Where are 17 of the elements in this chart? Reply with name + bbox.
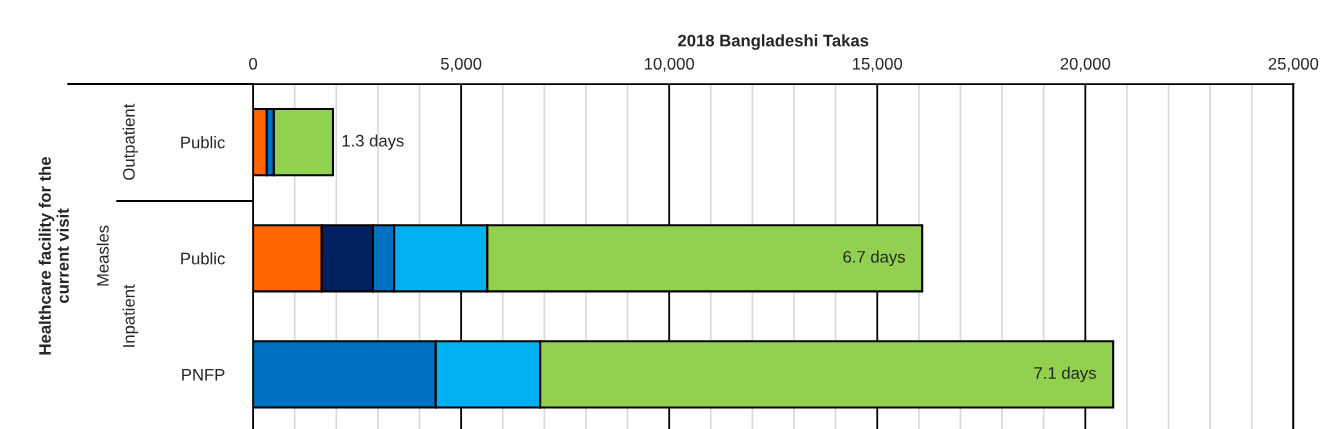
text: Inpatient <box>122 284 139 347</box>
text: Outpatient <box>122 103 139 180</box>
annotation: 1.3 days <box>342 134 404 150</box>
x-axis-title: 2018 Bangladeshi Takas <box>678 34 869 50</box>
x-tick-label: 20,000 <box>1060 57 1111 72</box>
x-tick-label: 25,000 <box>1268 57 1319 72</box>
x-tick-label: 10,000 <box>644 57 695 72</box>
x-tick-label: 15,000 <box>853 57 903 72</box>
y-tick-label: PNFP <box>182 368 225 381</box>
x-tick-label: 5,000 <box>440 57 482 72</box>
x-tick-label: 0 <box>249 57 258 70</box>
annotation: 6.7 days <box>843 250 905 267</box>
annotation: 7.1 days <box>1034 366 1096 383</box>
y-tick-label: Public <box>181 252 225 265</box>
text: Healthcare facility for the current visit <box>38 156 69 355</box>
y-tick-label: Public <box>181 136 225 149</box>
text: Measles <box>96 225 109 286</box>
